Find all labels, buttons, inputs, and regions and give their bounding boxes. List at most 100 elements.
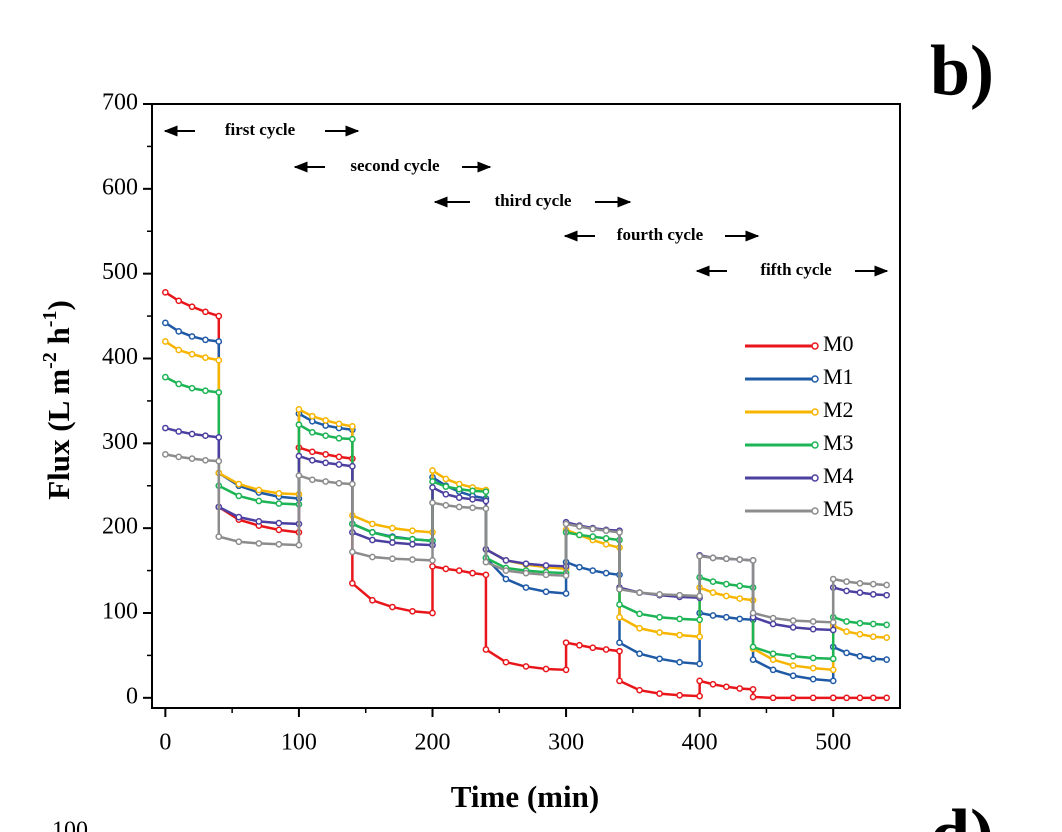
data-point: [442, 501, 450, 509]
data-point: [175, 380, 183, 388]
x-tick-label: 100: [281, 730, 317, 756]
data-point: [275, 500, 283, 507]
data-point: [429, 557, 436, 564]
data-point: [482, 646, 490, 653]
data-point: [255, 486, 263, 494]
data-point: [335, 434, 343, 442]
data-point: [455, 503, 463, 511]
legend-label: M2: [823, 397, 854, 422]
data-point: [255, 540, 263, 547]
data-point: [322, 417, 329, 424]
data-point: [736, 615, 744, 623]
data-point: [235, 480, 243, 488]
data-point: [829, 677, 837, 685]
data-point: [455, 494, 463, 501]
data-point: [616, 613, 623, 621]
data-point: [636, 650, 643, 658]
data-point: [576, 563, 583, 571]
data-point: [188, 384, 196, 392]
data-point: [723, 555, 730, 563]
data-point: [869, 633, 877, 641]
data-point: [175, 346, 183, 354]
plot-frame: [151, 103, 901, 709]
data-point: [709, 554, 717, 562]
data-point: [656, 655, 663, 663]
data-point: [576, 523, 583, 530]
data-point: [275, 526, 283, 534]
legend-marker: [811, 342, 819, 350]
x-tick-label: 300: [548, 730, 584, 756]
data-point: [349, 462, 356, 470]
data-point: [789, 694, 797, 702]
data-point: [322, 478, 329, 485]
series-line: [164, 340, 887, 672]
data-point: [562, 666, 570, 674]
data-point: [856, 619, 864, 627]
data-point: [322, 459, 329, 467]
legend-marker: [811, 375, 819, 383]
data-point: [442, 490, 450, 498]
data-point: [736, 685, 744, 692]
data-point: [843, 618, 850, 625]
data-point: [542, 665, 550, 673]
data-point: [829, 575, 837, 583]
legend-marker: [811, 441, 819, 449]
x-tick-label: 500: [815, 730, 851, 756]
data-point: [696, 692, 703, 700]
data-point: [809, 675, 817, 683]
data-point: [769, 650, 777, 658]
y-axis-title: Flux (L m-2 h-1): [39, 300, 77, 500]
data-point: [789, 652, 797, 660]
data-point: [188, 303, 196, 311]
data-point: [843, 587, 850, 595]
data-point: [856, 694, 864, 702]
data-point: [676, 691, 683, 699]
data-point: [602, 540, 610, 548]
data-point: [175, 428, 183, 435]
data-point: [636, 624, 643, 632]
data-point: [709, 612, 717, 619]
data-point: [843, 628, 850, 636]
data-point: [576, 531, 583, 539]
data-point: [616, 601, 623, 608]
data-point: [789, 617, 797, 624]
y-tick-label: 200: [102, 514, 138, 540]
x-tick-label: 0: [159, 730, 171, 756]
data-point: [809, 694, 817, 702]
data-point: [322, 432, 329, 440]
data-point: [409, 540, 416, 548]
data-point: [162, 319, 169, 327]
data-point: [188, 430, 196, 438]
data-point: [202, 387, 209, 395]
data-point: [215, 338, 223, 345]
data-point: [429, 484, 436, 491]
data-point: [723, 683, 730, 691]
data-point: [202, 456, 209, 464]
cycle-label: fifth cycle: [760, 260, 832, 279]
data-point: [295, 452, 303, 460]
data-point: [542, 562, 550, 569]
data-point: [202, 336, 209, 344]
data-point: [502, 575, 510, 583]
data-point: [829, 626, 837, 634]
data-point: [883, 591, 890, 599]
data-point: [482, 571, 490, 579]
data-point: [295, 472, 303, 479]
data-point: [676, 591, 683, 599]
data-point: [455, 485, 463, 493]
data-point: [883, 634, 890, 641]
data-point: [709, 589, 717, 596]
data-point: [442, 565, 450, 573]
data-point: [829, 666, 837, 674]
data-point: [829, 655, 837, 663]
data-point: [429, 478, 436, 485]
data-point: [369, 596, 376, 604]
next-panel-tick: 100: [52, 818, 88, 832]
legend-marker: [811, 408, 819, 416]
data-point: [349, 548, 356, 556]
data-point: [275, 490, 283, 497]
data-point: [736, 556, 744, 563]
data-point: [442, 475, 450, 483]
data-point: [602, 534, 610, 542]
data-point: [469, 487, 476, 495]
